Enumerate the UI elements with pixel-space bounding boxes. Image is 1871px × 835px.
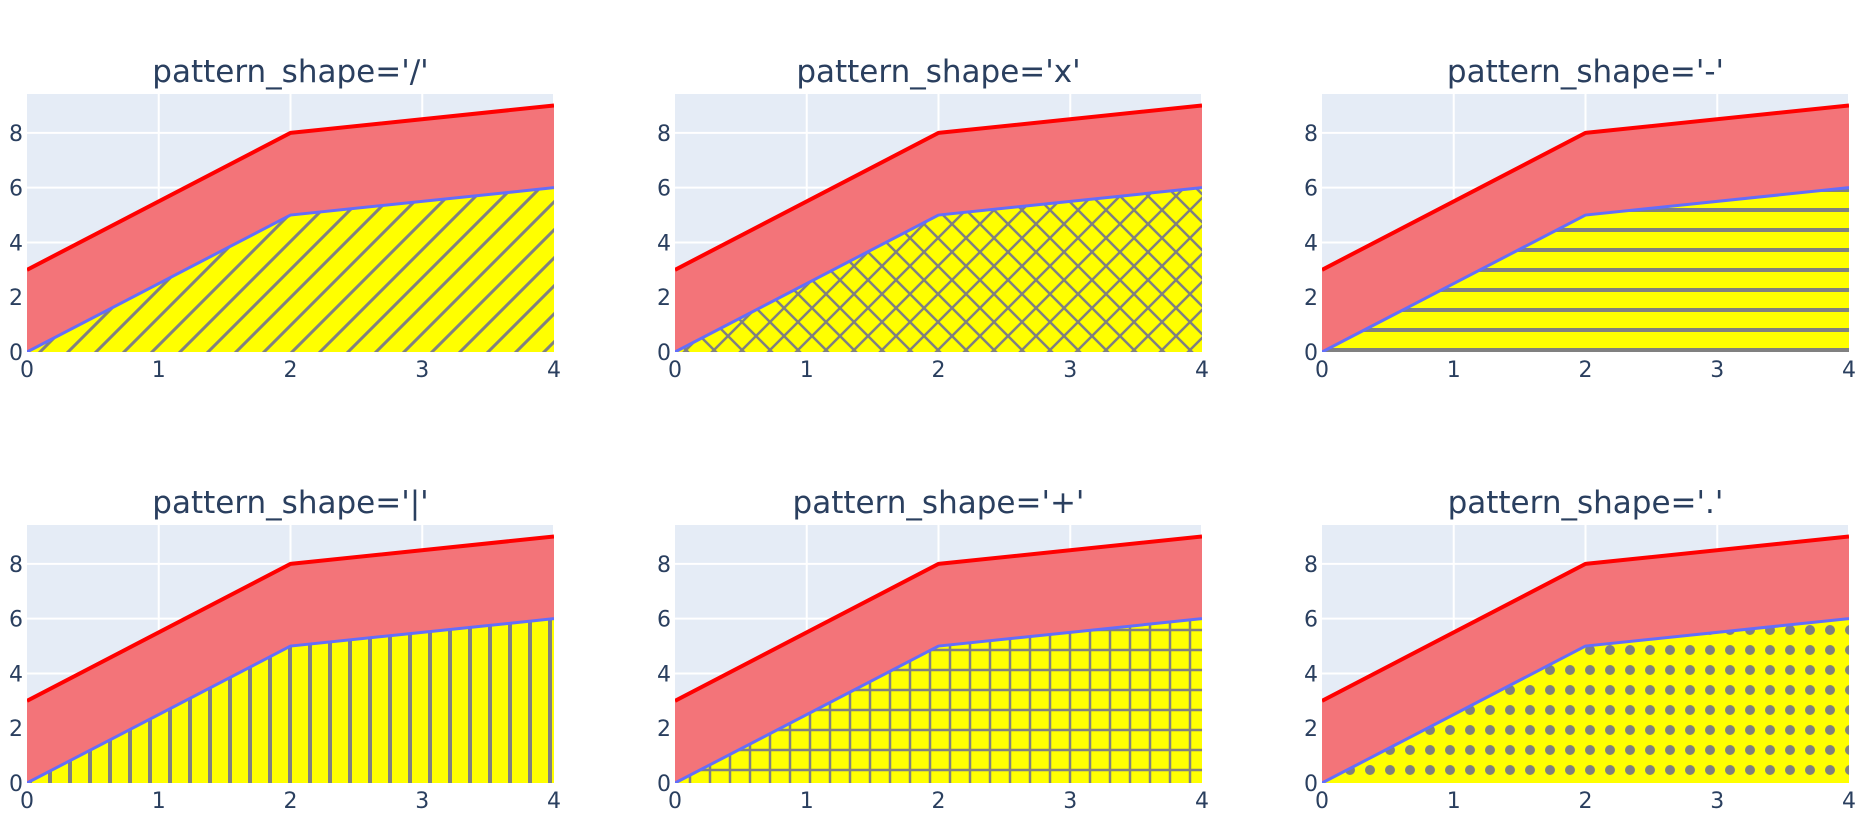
x-tick-label: 4 xyxy=(1842,789,1856,814)
y-tick-label: 2 xyxy=(657,717,671,742)
subplot-6: 0 1 2 3 4 0 2 4 6 8 pattern_shape='.' xyxy=(1304,485,1856,814)
upper-area-fill xyxy=(1322,536,1849,783)
y-tick-label: 8 xyxy=(1304,122,1318,147)
lower-area-pattern-fill xyxy=(27,618,554,783)
x-tick-label: 1 xyxy=(800,358,814,383)
y-tick-label: 8 xyxy=(657,553,671,578)
x-tick-label: 0 xyxy=(1315,358,1329,383)
subplot-3: 0 1 2 3 4 0 2 4 6 8 pattern_shape='-' xyxy=(1304,54,1856,383)
subplot-title: pattern_shape='|' xyxy=(152,485,428,521)
y-tick-label: 4 xyxy=(9,231,23,256)
y-tick-label: 2 xyxy=(1304,717,1318,742)
upper-area-fill xyxy=(27,105,554,352)
y-tick-label: 4 xyxy=(1304,662,1318,687)
upper-line xyxy=(1322,103,1849,272)
x-tick-label: 3 xyxy=(415,358,429,383)
upper-line xyxy=(1322,534,1849,703)
y-tick-label: 6 xyxy=(9,608,23,633)
x-tick-label: 0 xyxy=(668,358,682,383)
y-tick-label: 4 xyxy=(657,231,671,256)
subplot-title: pattern_shape='x' xyxy=(796,54,1080,90)
x-tick-label: 3 xyxy=(1710,789,1724,814)
lower-area-pattern-fill xyxy=(1322,618,1849,783)
lower-area-pattern-fill xyxy=(675,618,1202,783)
upper-line xyxy=(675,103,1202,272)
x-tick-label: 3 xyxy=(1063,789,1077,814)
x-tick-label: 3 xyxy=(415,789,429,814)
x-tick-label: 1 xyxy=(800,789,814,814)
lower-area-pattern-fill xyxy=(27,187,554,352)
y-tick-label: 6 xyxy=(1304,608,1318,633)
y-tick-label: 2 xyxy=(657,286,671,311)
upper-area-fill xyxy=(27,536,554,783)
y-tick-label: 8 xyxy=(9,122,23,147)
x-tick-label: 1 xyxy=(1447,358,1461,383)
x-tick-label: 0 xyxy=(668,789,682,814)
y-tick-label: 0 xyxy=(657,772,671,797)
y-tick-label: 0 xyxy=(9,772,23,797)
subplot-4: 0 1 2 3 4 0 2 4 6 8 pattern_shape='|' xyxy=(9,485,561,814)
y-tick-label: 4 xyxy=(1304,231,1318,256)
x-tick-label: 1 xyxy=(152,789,166,814)
x-tick-label: 2 xyxy=(1579,358,1593,383)
upper-line xyxy=(27,103,554,272)
y-tick-label: 8 xyxy=(9,553,23,578)
y-tick-label: 0 xyxy=(657,341,671,366)
x-tick-label: 4 xyxy=(1195,358,1209,383)
x-tick-label: 0 xyxy=(1315,789,1329,814)
y-tick-label: 6 xyxy=(657,177,671,202)
upper-area-fill xyxy=(675,536,1202,783)
lower-line xyxy=(675,186,1202,352)
upper-area-fill xyxy=(1322,105,1849,352)
x-tick-label: 2 xyxy=(284,358,298,383)
y-tick-label: 8 xyxy=(1304,553,1318,578)
y-tick-label: 2 xyxy=(9,717,23,742)
x-tick-label: 2 xyxy=(1579,789,1593,814)
y-tick-label: 0 xyxy=(1304,772,1318,797)
upper-area-fill xyxy=(675,105,1202,352)
x-tick-label: 0 xyxy=(20,358,34,383)
x-tick-label: 2 xyxy=(284,789,298,814)
subplot-title: pattern_shape='/' xyxy=(152,54,428,90)
x-tick-label: 3 xyxy=(1710,358,1724,383)
subplot-5: 0 1 2 3 4 0 2 4 6 8 pattern_shape='+' xyxy=(657,485,1209,814)
x-tick-label: 0 xyxy=(20,789,34,814)
x-tick-label: 2 xyxy=(932,789,946,814)
y-tick-label: 0 xyxy=(1304,341,1318,366)
subplot-title: pattern_shape='+' xyxy=(793,485,1085,521)
y-tick-label: 8 xyxy=(657,122,671,147)
lower-line xyxy=(27,186,554,352)
subplot-2: 0 1 2 3 4 0 2 4 6 8 pattern_shape='x' xyxy=(657,54,1209,383)
subplot-1: 0 1 2 3 4 0 2 4 6 8 pattern_shape='/' xyxy=(9,54,561,383)
lower-line xyxy=(1322,617,1849,783)
lower-line xyxy=(27,617,554,783)
y-tick-label: 0 xyxy=(9,341,23,366)
x-tick-label: 4 xyxy=(1195,789,1209,814)
y-tick-label: 2 xyxy=(1304,286,1318,311)
upper-line xyxy=(27,534,554,703)
lower-line xyxy=(1322,186,1849,352)
x-tick-label: 4 xyxy=(1842,358,1856,383)
y-tick-label: 6 xyxy=(9,177,23,202)
x-tick-label: 1 xyxy=(1447,789,1461,814)
subplot-title: pattern_shape='.' xyxy=(1448,485,1724,521)
y-tick-label: 4 xyxy=(9,662,23,687)
subplot-title: pattern_shape='-' xyxy=(1447,54,1724,90)
y-tick-label: 2 xyxy=(9,286,23,311)
y-tick-label: 4 xyxy=(657,662,671,687)
x-tick-label: 4 xyxy=(547,358,561,383)
x-tick-label: 1 xyxy=(152,358,166,383)
y-tick-label: 6 xyxy=(657,608,671,633)
lower-line xyxy=(675,617,1202,783)
x-tick-label: 4 xyxy=(547,789,561,814)
lower-area-pattern-fill xyxy=(675,187,1202,352)
y-tick-label: 6 xyxy=(1304,177,1318,202)
upper-line xyxy=(675,534,1202,703)
x-tick-label: 2 xyxy=(932,358,946,383)
lower-area-pattern-fill xyxy=(1322,187,1849,352)
x-tick-label: 3 xyxy=(1063,358,1077,383)
